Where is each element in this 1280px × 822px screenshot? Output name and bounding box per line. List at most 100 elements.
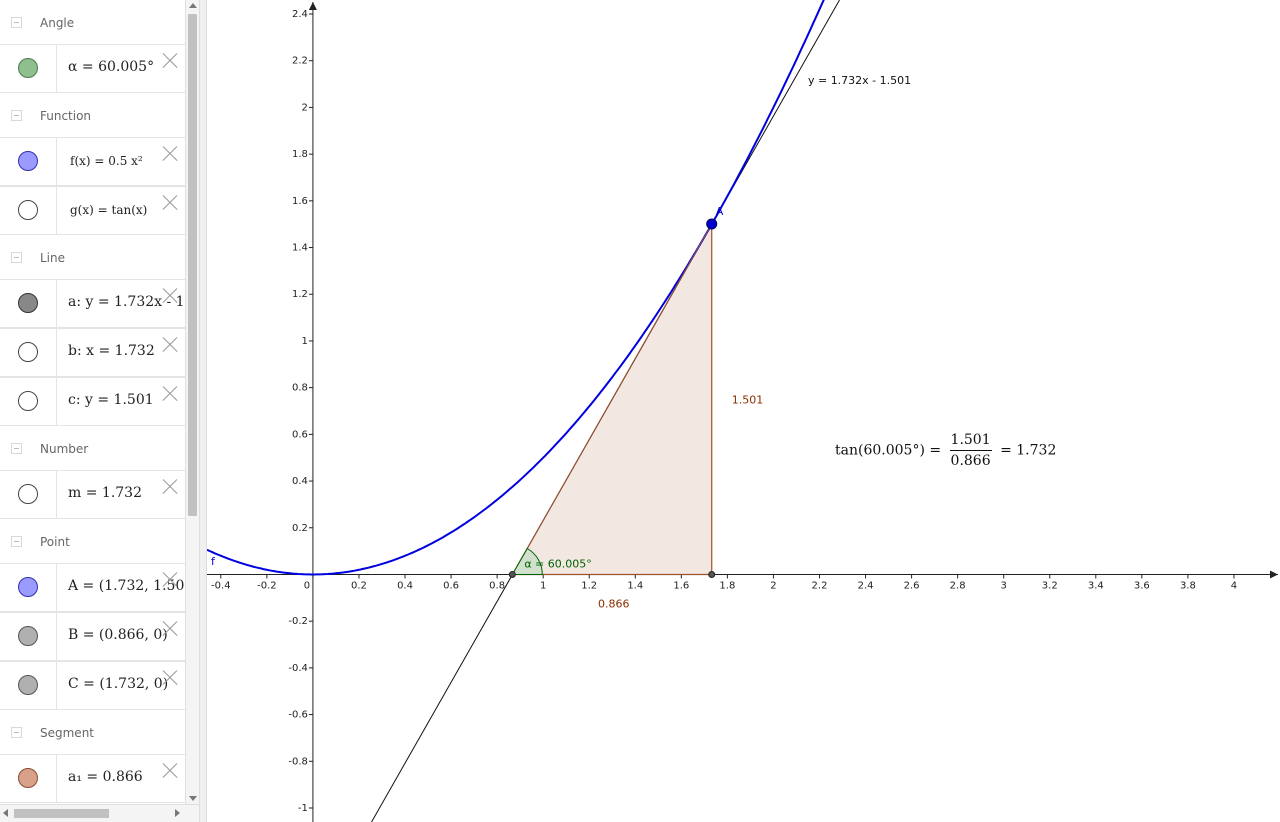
- marble-cell: [0, 613, 57, 660]
- point-B[interactable]: [508, 570, 516, 578]
- visibility-toggle-icon[interactable]: [18, 484, 38, 504]
- algebra-item-text[interactable]: C = (1.732, 0): [68, 676, 169, 692]
- point-A[interactable]: [706, 218, 718, 230]
- delete-icon[interactable]: [161, 145, 179, 163]
- y-tick-label: 2: [302, 102, 308, 113]
- algebra-item-text[interactable]: b: x = 1.732: [68, 343, 155, 359]
- formula-left: tan(60.005°) =: [835, 442, 942, 459]
- category-label: Segment: [40, 726, 94, 740]
- x-tick-label: 0.2: [351, 580, 367, 591]
- x-tick-label: 1.8: [719, 580, 735, 591]
- algebra-vertical-scrollbar[interactable]: [185, 0, 199, 804]
- y-tick-label: 1.4: [292, 243, 308, 254]
- collapse-toggle-icon[interactable]: [11, 252, 22, 263]
- function-f-curve[interactable]: [207, 0, 843, 576]
- collapse-toggle-icon[interactable]: [11, 17, 22, 28]
- y-tick-label: -1: [298, 803, 308, 814]
- angle-alpha-sector[interactable]: [511, 547, 543, 575]
- y-tick-label: 2.2: [292, 56, 308, 67]
- y-tick-label: 1: [302, 336, 308, 347]
- algebra-item-text[interactable]: c: y = 1.501: [68, 392, 154, 408]
- scroll-down-arrow-icon[interactable]: [189, 796, 197, 801]
- algebra-item[interactable]: a: y = 1.732x - 1.50: [0, 279, 185, 328]
- x-tick-label: 1.6: [673, 580, 689, 591]
- x-tick-label: 2.6: [904, 580, 920, 591]
- algebra-item-text[interactable]: a₁ = 0.866: [68, 769, 143, 785]
- formula-denominator: 0.866: [950, 453, 991, 469]
- scroll-left-arrow-icon[interactable]: [3, 809, 8, 817]
- marble-cell: [0, 755, 57, 802]
- delete-icon[interactable]: [161, 571, 179, 589]
- delete-icon[interactable]: [161, 336, 179, 354]
- tangent-line-label: y = 1.732x - 1.501: [808, 74, 911, 87]
- marble-cell: [0, 45, 57, 92]
- view-splitter[interactable]: [199, 0, 207, 822]
- algebra-item[interactable]: c: y = 1.501: [0, 377, 185, 426]
- visibility-toggle-icon[interactable]: [18, 675, 38, 695]
- y-tick-label: 1.2: [292, 289, 308, 300]
- y-tick-label: 2.4: [292, 9, 308, 20]
- y-tick-label: -0.6: [288, 710, 308, 721]
- algebra-item[interactable]: f(x) = 0.5 x²: [0, 137, 185, 186]
- delete-icon[interactable]: [161, 669, 179, 687]
- delete-icon[interactable]: [161, 287, 179, 305]
- visibility-toggle-icon[interactable]: [18, 577, 38, 597]
- visibility-toggle-icon[interactable]: [18, 626, 38, 646]
- algebra-item[interactable]: A = (1.732, 1.501): [0, 563, 185, 612]
- y-tick-label: -0.2: [288, 616, 308, 627]
- visibility-toggle-icon[interactable]: [18, 293, 38, 313]
- algebra-item[interactable]: C = (1.732, 0): [0, 661, 185, 710]
- y-tick-label: -0.8: [288, 756, 308, 767]
- algebra-item-text[interactable]: α = 60.005°: [68, 59, 155, 75]
- x-tick-label: 3: [1001, 580, 1007, 591]
- delete-icon[interactable]: [161, 385, 179, 403]
- collapse-toggle-icon[interactable]: [11, 536, 22, 547]
- x-tick-label: 0.6: [443, 580, 459, 591]
- category-label: Line: [40, 251, 66, 265]
- category-label: Angle: [40, 16, 75, 30]
- algebra-item-text[interactable]: g(x) = tan(x): [70, 203, 148, 217]
- visibility-toggle-icon[interactable]: [18, 768, 38, 788]
- marble-cell: [0, 329, 57, 376]
- algebra-item[interactable]: g(x) = tan(x): [0, 186, 185, 235]
- x-tick-label: -0.2: [257, 580, 277, 591]
- algebra-item-text[interactable]: m = 1.732: [68, 485, 142, 501]
- scrollbar-thumb[interactable]: [188, 14, 197, 516]
- visibility-toggle-icon[interactable]: [18, 342, 38, 362]
- algebra-horizontal-scrollbar[interactable]: [0, 804, 199, 822]
- graphics-view[interactable]: -0.4 -0.2 0 0.2 0.4 0.6 0.8 1 1.2 1.4 1.6 1.8 2 2.2 2.…: [207, 0, 1280, 822]
- base-label: 0.866: [598, 597, 630, 610]
- algebra-item[interactable]: α = 60.005°: [0, 44, 185, 93]
- scroll-right-arrow-icon[interactable]: [175, 809, 180, 817]
- visibility-toggle-icon[interactable]: [18, 58, 38, 78]
- algebra-item[interactable]: B = (0.866, 0): [0, 612, 185, 661]
- delete-icon[interactable]: [161, 478, 179, 496]
- collapse-toggle-icon[interactable]: [11, 727, 22, 738]
- scrollbar-thumb-horizontal[interactable]: [14, 809, 109, 818]
- segment-hypotenuse[interactable]: [511, 223, 713, 575]
- visibility-toggle-icon[interactable]: [18, 200, 38, 220]
- collapse-toggle-icon[interactable]: [11, 443, 22, 454]
- delete-icon[interactable]: [161, 52, 179, 70]
- delete-icon[interactable]: [161, 194, 179, 212]
- marble-cell: [0, 378, 57, 425]
- visibility-toggle-icon[interactable]: [18, 391, 38, 411]
- scroll-up-arrow-icon[interactable]: [189, 3, 197, 8]
- delete-icon[interactable]: [161, 762, 179, 780]
- algebra-item[interactable]: b: x = 1.732: [0, 328, 185, 377]
- x-tick-label: 3.2: [1042, 580, 1058, 591]
- visibility-toggle-icon[interactable]: [18, 151, 38, 171]
- point-C[interactable]: [708, 570, 716, 578]
- algebra-item[interactable]: m = 1.732: [0, 470, 185, 519]
- y-tick-label: 0.6: [292, 429, 308, 440]
- algebra-item-text[interactable]: A = (1.732, 1.501): [68, 578, 185, 594]
- point-A-label: A: [716, 205, 724, 218]
- collapse-toggle-icon[interactable]: [11, 110, 22, 121]
- algebra-item[interactable]: a₁ = 0.866: [0, 754, 185, 803]
- algebra-item-text[interactable]: a: y = 1.732x - 1.50: [68, 294, 185, 310]
- algebra-item-text[interactable]: f(x) = 0.5 x²: [70, 154, 143, 168]
- delete-icon[interactable]: [161, 620, 179, 638]
- marble-cell: [0, 471, 57, 518]
- algebra-item-text[interactable]: B = (0.866, 0): [68, 627, 168, 643]
- graphics-canvas[interactable]: -0.4 -0.2 0 0.2 0.4 0.6 0.8 1 1.2 1.4 1.6 1.8 2 2.2 2.…: [207, 0, 1280, 822]
